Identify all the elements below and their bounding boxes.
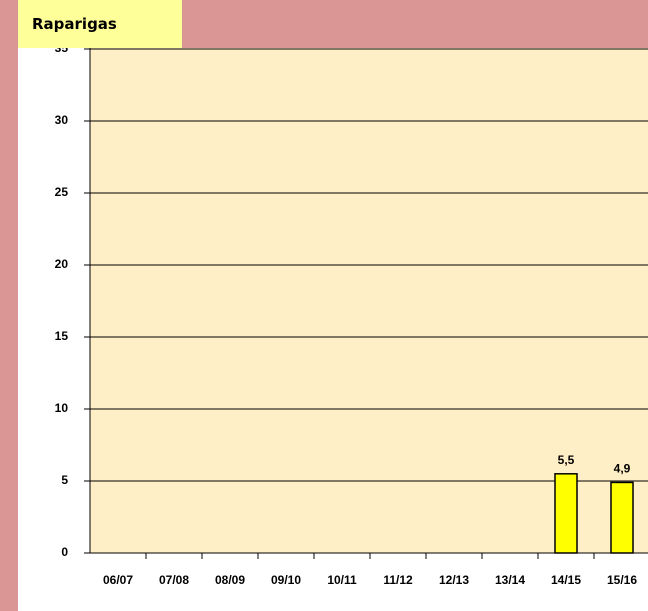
- x-tick-label: 10/11: [327, 573, 357, 587]
- y-tick-label: 15: [55, 329, 69, 343]
- x-tick-label: 13/14: [495, 573, 525, 587]
- x-tick-label: 15/16: [607, 573, 637, 587]
- chart: 0 5 10 15 20 25 30 35 06/07 07/08 08/09 09/10 10/11 1…: [55, 48, 648, 587]
- x-tick-label: 07/08: [159, 573, 189, 587]
- y-tick-label: 20: [55, 257, 69, 271]
- bar: [554, 473, 578, 554]
- bar: [610, 481, 634, 554]
- y-tick-label: 0: [61, 545, 68, 559]
- x-tick-label: 11/12: [383, 573, 413, 587]
- x-tick-label: 14/15: [551, 573, 581, 587]
- x-tick-label: 12/13: [439, 573, 469, 587]
- data-label: 4,9: [614, 462, 631, 476]
- plot-area: [90, 48, 648, 553]
- y-tick-label: 10: [55, 401, 69, 415]
- y-tick-label: 25: [55, 185, 69, 199]
- y-tick-label: 30: [55, 113, 69, 127]
- chart-panel: 0 5 10 15 20 25 30 35 06/07 07/08 08/09 09/10 10/11 1…: [18, 48, 648, 611]
- x-tick-label: 09/10: [271, 573, 301, 587]
- data-label: 5,5: [558, 453, 575, 467]
- y-tick-label: 5: [61, 473, 68, 487]
- x-tick-label: 08/09: [215, 573, 245, 587]
- y-tick-label: 35: [55, 48, 69, 55]
- chart-title: Raparigas: [18, 0, 182, 48]
- x-tick-label: 06/07: [103, 573, 133, 587]
